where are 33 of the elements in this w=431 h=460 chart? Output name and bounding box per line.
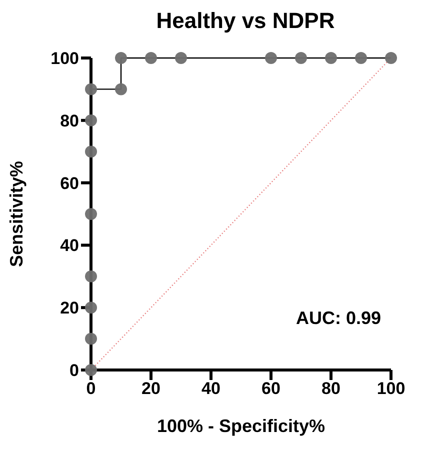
x-tick-label: 20 bbox=[142, 379, 160, 398]
point bbox=[145, 52, 157, 64]
point bbox=[85, 208, 97, 220]
x-axis-title: 100% - Specificity% bbox=[156, 416, 326, 436]
point bbox=[85, 332, 97, 345]
point bbox=[175, 52, 187, 64]
x-tick-label: 40 bbox=[202, 379, 220, 398]
annotation: AUC: 0.99 bbox=[296, 308, 381, 329]
point bbox=[265, 52, 277, 64]
x-tick-label: 100 bbox=[376, 379, 406, 398]
y-tick-label: 60 bbox=[60, 174, 79, 193]
y-tick-label: 40 bbox=[60, 236, 79, 256]
y-axis-title: Sensitivity% bbox=[6, 160, 26, 268]
x-tick-label: 80 bbox=[322, 379, 340, 398]
point bbox=[85, 270, 97, 282]
point bbox=[85, 114, 97, 126]
point bbox=[85, 302, 97, 314]
chart-title: Healthy vs NDPR bbox=[155, 8, 336, 35]
point bbox=[115, 83, 127, 96]
point bbox=[115, 52, 127, 64]
x-tick-label: 0 bbox=[86, 379, 96, 398]
point bbox=[85, 146, 97, 158]
point bbox=[325, 52, 337, 64]
point bbox=[385, 52, 397, 64]
point bbox=[295, 52, 307, 64]
y-tick-label: 80 bbox=[60, 111, 79, 130]
point bbox=[85, 83, 97, 96]
point bbox=[355, 52, 367, 64]
y-tick-label: 0 bbox=[70, 361, 79, 380]
x-tick-label: 60 bbox=[262, 379, 280, 398]
y-tick-label: 100 bbox=[50, 49, 79, 68]
point bbox=[85, 364, 97, 376]
y-tick-label: 20 bbox=[60, 298, 79, 318]
